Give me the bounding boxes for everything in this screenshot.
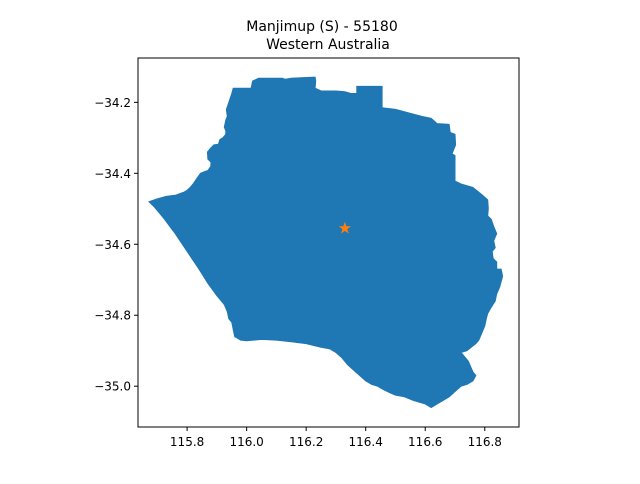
x-tick-label: 116.4 [349,435,383,449]
y-tick-label: −35.0 [94,380,131,394]
marker-layer [338,221,352,234]
centroid-star-marker [338,221,352,234]
x-axis-ticks: 115.8 116.0 116.2 116.4 116.6 116.8 [170,427,502,449]
map-title-line1: Manjimup (S) - 55180 [246,19,397,35]
y-tick-label: −34.8 [94,309,131,323]
x-tick-label: 116.6 [408,435,442,449]
axes-frame [137,57,520,428]
map-title-line2: Western Australia [266,37,390,53]
y-tick-label: −34.2 [94,96,131,110]
x-tick-label: 116.8 [468,435,502,449]
x-tick-label: 116.2 [289,435,323,449]
y-axis-ticks: −34.2 −34.4 −34.6 −34.8 −35.0 [94,96,138,394]
x-tick-label: 115.8 [170,435,204,449]
y-tick-label: −34.4 [94,167,131,181]
lga-boundary-region [148,76,504,409]
y-tick-label: −34.6 [94,238,131,252]
region-layer [148,76,504,409]
x-tick-label: 116.0 [229,435,263,449]
